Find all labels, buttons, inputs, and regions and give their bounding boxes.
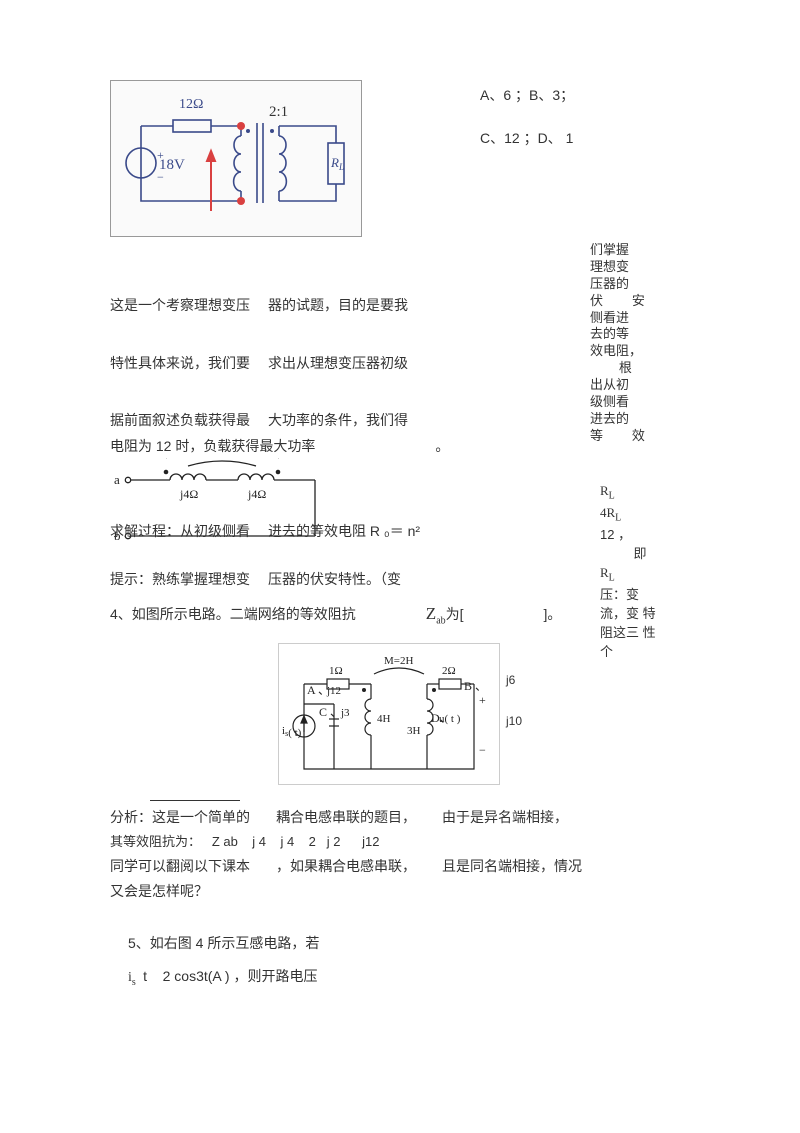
terminal-a: a [114, 472, 120, 487]
mutual-label: M=2H [384, 655, 413, 667]
svg-text:−: − [157, 170, 164, 184]
resistor-label: 12Ω [179, 97, 203, 112]
question-3-options: A、6 ；B、3； C、12 ；D、 1 [480, 80, 574, 154]
q4-title-c: 为[ [446, 605, 464, 625]
opt-d-label: D、 [431, 711, 452, 725]
q4-circuit: 1Ω M=2H 2Ω 4H 3H is( t) u( t ) + − A 、 j… [278, 643, 500, 785]
ratio-label: 2:1 [269, 104, 288, 120]
dot-primary-top [237, 122, 245, 130]
p2-right: 求出从理想变压器初级 [268, 354, 408, 374]
circuit-1-box: 12Ω 2:1 + 18V − RL [110, 80, 400, 240]
impedance-2: j4Ω [247, 487, 266, 501]
q4-side-opts: j6 j10 [506, 643, 522, 785]
svg-text:3H: 3H [407, 725, 421, 737]
solve-right: 进去的等效电阻 R ₀＝ n² [268, 522, 420, 542]
svg-text:is( t): is( t) [282, 725, 302, 739]
question-3-row: 12Ω 2:1 + 18V − RL A、6 ；B、3； C、12 ；D、 1 [110, 80, 690, 240]
underline [150, 799, 240, 801]
q4-title-d: ]。 [544, 605, 562, 625]
p2-left: 特性具体来说，我们要 [110, 354, 250, 374]
q4-circuit-row: 1Ω M=2H 2Ω 4H 3H is( t) u( t ) + − A 、 j… [110, 643, 690, 785]
p1-left: 这是一个考察理想变压 [110, 296, 250, 316]
svg-text:−: − [479, 743, 486, 757]
analysis-section: 们掌握 理想变 压器的 伏 安 侧看进 去的等 效电阻， 根 出从初 级侧看 进… [110, 270, 690, 590]
opt-c-label: C 、 [319, 705, 342, 719]
tip-left: 提示：熟练掌握理想变 [110, 570, 250, 590]
solve-left: 求解过程：从初级侧看 [110, 522, 250, 542]
p4: 电阻为 12 时，负载获得最大功率 [110, 437, 315, 457]
dot-primary-bottom [237, 197, 245, 205]
opt-d-val: j10 [506, 712, 522, 731]
opt-b-label: B 、 [464, 679, 487, 693]
option-a-b: A、6 ；B、3； [480, 80, 574, 111]
question-5: 5、如右图 4 所示互感电路，若 is t 2 cos3t(A ) ，则开路电压 [110, 930, 690, 991]
svg-text:4H: 4H [377, 713, 391, 725]
q4-title-a: 4、如图所示电路。二端网络的等效阻抗 [110, 605, 356, 625]
impedance-1: j4Ω [179, 487, 198, 501]
opt-b-val: j6 [506, 671, 522, 690]
q4-zab: Zab [426, 602, 446, 628]
analysis-side-text: 们掌握 理想变 压器的 伏 安 侧看进 去的等 效电阻， 根 出从初 级侧看 进… [590, 242, 670, 445]
tip-right: 压器的伏安特性。（变 [268, 570, 401, 590]
svg-text:+: + [479, 693, 486, 707]
p4-period: 。 [435, 437, 449, 457]
q5-l1: 5、如右图 4 所示互感电路，若 [128, 930, 690, 957]
analysis-side-text-2: RL 4RL 12 ， 即 RL 压：变 流，变 特 阻这三 性 个 [600, 482, 680, 661]
q4-eq: 其等效阻抗为： Z ab j 4 j 4 2 j 2 j12 [110, 830, 690, 853]
q5-l2: t 2 cos3t(A ) ，则开路电压 [139, 968, 317, 984]
svg-text:2Ω: 2Ω [442, 665, 456, 677]
q4-analysis: 分析：这是一个简单的 耦合电感串联的题目， 由于是异名端相接， 其等效阻抗为： … [110, 805, 690, 904]
p3-left: 据前面叙述负载获得最 [110, 411, 250, 431]
option-c-d: C、12 ；D、 1 [480, 123, 574, 154]
svg-text:1Ω: 1Ω [329, 665, 343, 677]
transformer-circuit: 12Ω 2:1 + 18V − RL [110, 80, 362, 237]
p3-right: 大功率的条件，我们得 [268, 411, 408, 431]
p1-right: 器的试题，目的是要我 [268, 296, 408, 316]
svg-text:j3: j3 [340, 707, 350, 719]
svg-text:j12: j12 [326, 685, 341, 697]
